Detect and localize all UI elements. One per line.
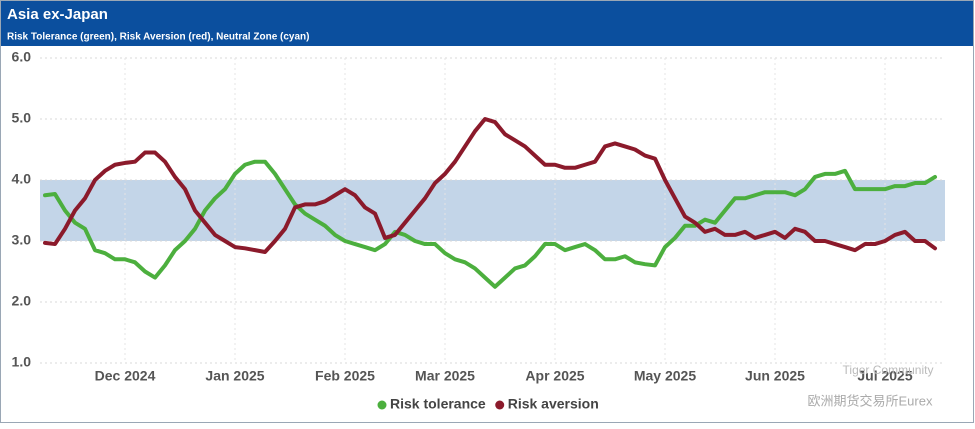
series-line xyxy=(43,117,937,254)
y-tick-label: 4.0 xyxy=(12,171,32,187)
neutral-zone xyxy=(40,180,945,241)
y-tick-label: 2.0 xyxy=(12,293,32,309)
legend-marker xyxy=(377,400,387,410)
y-tick-label: 1.0 xyxy=(12,354,32,370)
watermark: 欧洲期货交易所Eurex xyxy=(808,393,933,408)
x-tick-label: Jan 2025 xyxy=(205,368,264,384)
plot: 1.0 2.0 3.0 4.0 5.0 6.0 Dec 2024 Jan 2025 Feb 20… xyxy=(12,49,945,384)
legend-label: Risk tolerance xyxy=(390,396,486,412)
y-tick-label: 6.0 xyxy=(12,49,32,65)
series-line xyxy=(43,159,937,289)
chart-subtitle: Risk Tolerance (green), Risk Aversion (r… xyxy=(7,32,310,43)
watermark: Tiger Community xyxy=(843,363,934,377)
x-tick-label: Feb 2025 xyxy=(315,368,375,384)
x-tick-label: Mar 2025 xyxy=(415,368,475,384)
x-tick-label: Dec 2024 xyxy=(95,368,156,384)
legend-marker xyxy=(495,400,505,410)
y-tick-label: 3.0 xyxy=(12,232,32,248)
x-tick-label: Jun 2025 xyxy=(745,368,805,384)
chart-title: Asia ex-Japan xyxy=(7,6,108,23)
x-tick-label: May 2025 xyxy=(634,368,696,384)
x-tick-label: Jul 2025 xyxy=(857,368,912,384)
y-tick-label: 5.0 xyxy=(12,110,32,126)
x-tick-label: Apr 2025 xyxy=(525,368,584,384)
header xyxy=(1,1,973,46)
legend-label: Risk aversion xyxy=(508,396,599,412)
